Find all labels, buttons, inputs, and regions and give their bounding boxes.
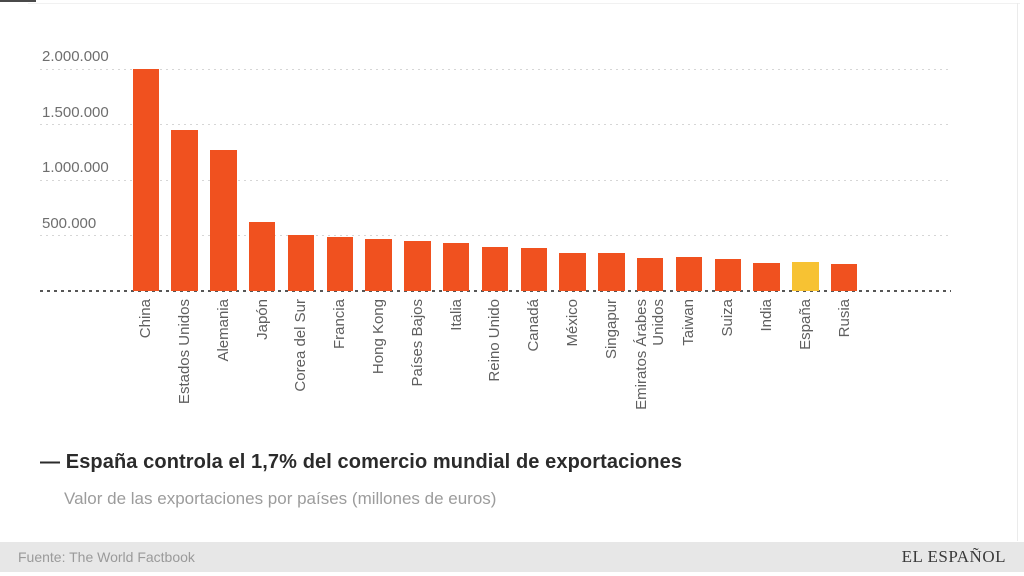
gridline-500.000 — [40, 235, 951, 237]
y-axis-tick-label: 1.500.000 — [42, 103, 109, 121]
bar-alemania — [210, 150, 237, 291]
bar-italia — [442, 243, 470, 291]
x-axis-label-espana: España — [796, 299, 814, 350]
y-axis-tick-label: 500.000 — [42, 214, 97, 232]
x-axis-label-paises-bajos: Países Bajos — [408, 299, 426, 387]
bar-mexico — [559, 253, 586, 291]
bar-espana — [792, 262, 819, 291]
x-axis-label-singapur: Singapur — [602, 299, 620, 360]
bar-suiza — [714, 259, 741, 291]
gridline-1.000.000 — [40, 179, 951, 181]
x-axis-label-india: India — [758, 299, 776, 332]
x-axis-label-suiza: Suiza — [719, 299, 737, 337]
gridline-2.000.000 — [40, 68, 951, 70]
x-axis-baseline — [40, 290, 951, 292]
x-axis-label-italia: Italia — [447, 299, 465, 331]
bar-japon — [248, 222, 276, 291]
x-axis-label-alemania: Alemania — [214, 299, 232, 362]
x-axis-label-mexico: México — [564, 299, 582, 347]
x-axis-label-canada: Canadá — [525, 299, 543, 352]
bar-reino-unido — [481, 247, 509, 291]
x-axis-label-emiratos-arabes-unidos: Emiratos Árabes Unidos — [633, 299, 668, 410]
bar-corea-del-sur — [287, 235, 315, 291]
card-top-border — [28, 3, 1020, 4]
chart-subtitle: Valor de las exportaciones por países (m… — [64, 489, 497, 508]
chart-title: — España controla el 1,7% del comercio m… — [40, 451, 683, 473]
bar-emiratos-arabes-unidos — [636, 258, 664, 291]
x-axis-label-reino-unido: Reino Unido — [486, 299, 504, 382]
x-axis-label-taiwan: Taiwan — [680, 299, 698, 346]
bar-taiwan — [675, 257, 703, 291]
y-axis-tick-label: 2.000.000 — [42, 48, 109, 66]
gridline-1.500.000 — [40, 124, 951, 126]
y-axis-tick-label: 1.000.000 — [42, 159, 109, 177]
corner-mark-line — [0, 0, 36, 2]
x-axis-label-china: China — [137, 299, 155, 339]
bar-francia — [326, 237, 353, 291]
bar-hong-kong — [365, 239, 392, 291]
x-axis-label-hong-kong: Hong Kong — [370, 299, 388, 375]
footer-bar: Fuente: The World Factbook EL ESPAÑOL — [0, 542, 1024, 572]
bar-canada — [520, 248, 547, 291]
card-right-border — [1017, 3, 1018, 541]
x-axis-label-francia: Francia — [331, 299, 349, 350]
source-credit: Fuente: The World Factbook — [18, 549, 195, 565]
x-axis-label-estados-unidos: Estados Unidos — [176, 299, 194, 405]
bar-paises-bajos — [404, 241, 431, 291]
bar-singapur — [598, 253, 625, 291]
x-axis-label-corea-del-sur: Corea del Sur — [292, 299, 310, 392]
x-axis-label-rusia: Rusia — [835, 299, 853, 338]
bar-rusia — [830, 264, 858, 291]
el-espanol-logo: EL ESPAÑOL — [901, 547, 1006, 566]
x-axis-label-japon: Japón — [253, 299, 271, 340]
bar-india — [753, 263, 780, 291]
bar-china — [132, 69, 159, 291]
bar-chart-plot-area: 2.000.000 1.500.000 1.000.000 500.000 China E… — [40, 48, 951, 410]
bar-estados-unidos — [171, 130, 198, 291]
